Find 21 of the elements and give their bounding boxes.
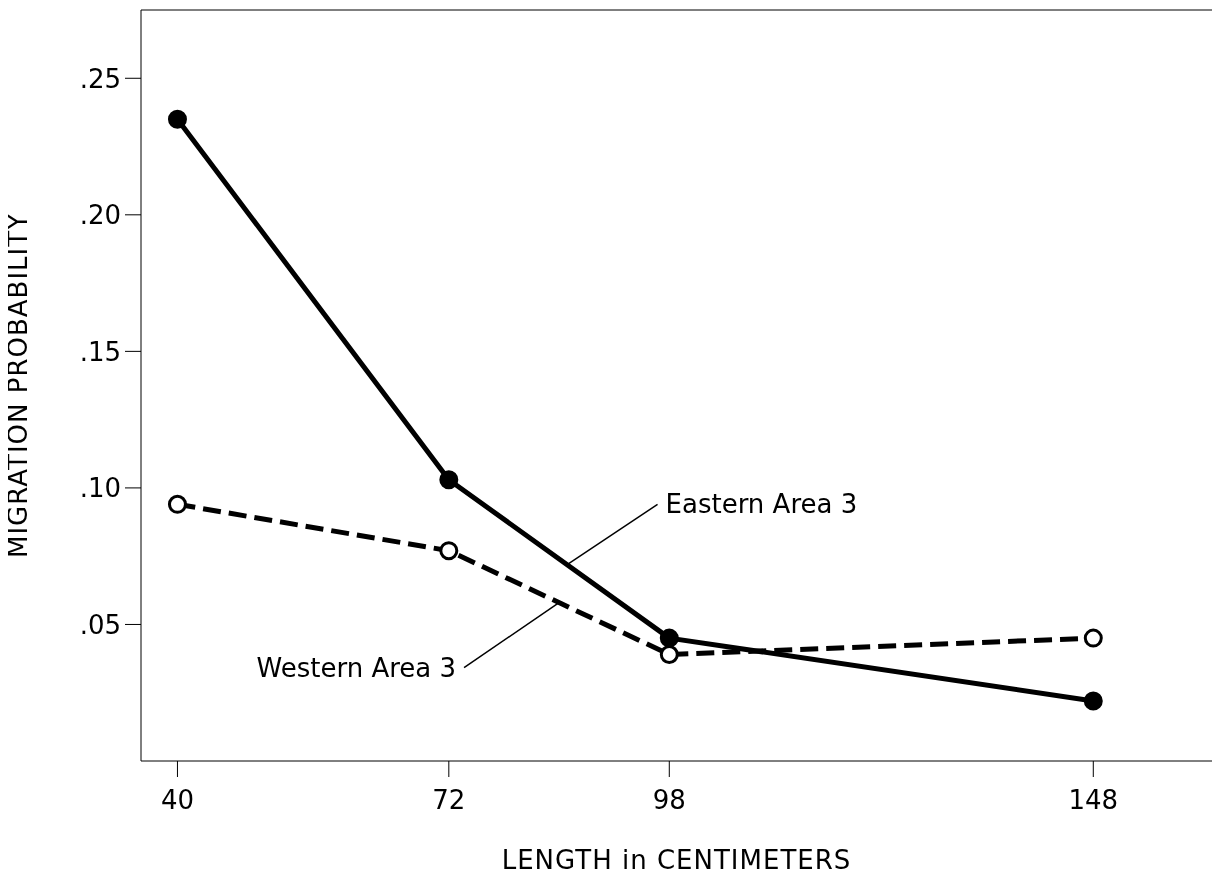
x-tick-label: 72 xyxy=(432,785,466,816)
y-tick-label: .10 xyxy=(79,473,121,504)
y-axis-title: MIGRATION PROBABILITY xyxy=(3,212,34,559)
point xyxy=(1083,691,1103,711)
y-tick-label: .05 xyxy=(79,609,121,640)
y-tick-label: .15 xyxy=(79,336,121,367)
point xyxy=(1083,628,1103,648)
point xyxy=(167,494,187,514)
x-tick-label: 98 xyxy=(652,785,686,816)
x-axis-title: LENGTH in CENTIMETERS xyxy=(501,845,852,875)
point xyxy=(659,645,679,664)
point xyxy=(167,109,187,129)
annotation: Eastern Area 3 xyxy=(665,489,858,520)
x-tick-label: 148 xyxy=(1068,785,1119,816)
y-tick-label: .25 xyxy=(79,63,121,94)
annotation: Western Area 3 xyxy=(256,652,457,683)
y-tick-label: .20 xyxy=(79,200,121,231)
x-tick-label: 40 xyxy=(160,785,195,816)
point xyxy=(439,541,459,561)
point xyxy=(439,470,459,490)
point xyxy=(659,628,679,648)
